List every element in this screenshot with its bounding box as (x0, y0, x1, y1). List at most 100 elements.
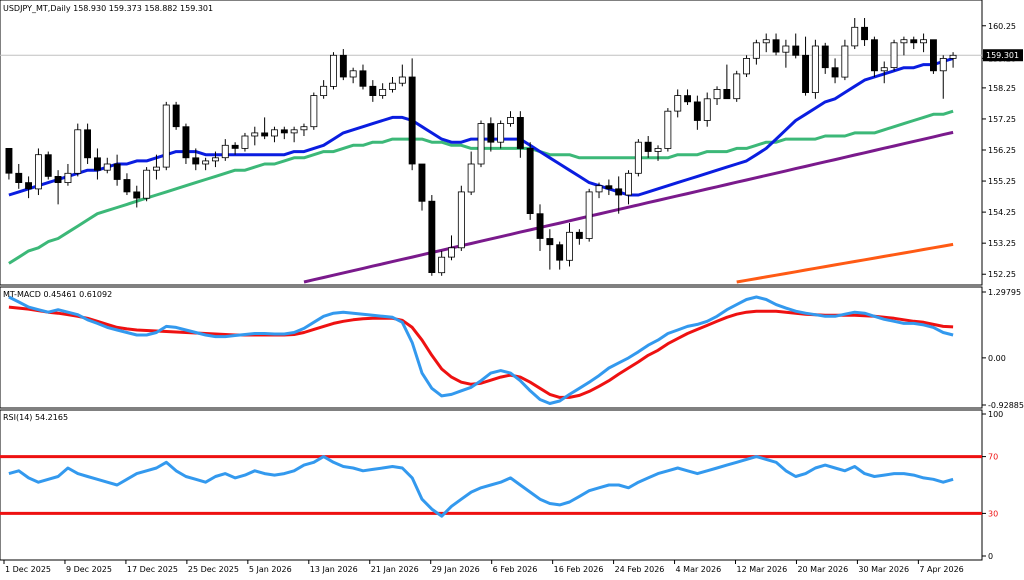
candle-bear (575, 231, 583, 239)
candle-bull (438, 256, 446, 274)
macd-main-line (8, 295, 954, 405)
date-tick-label: 7 Apr 2026 (919, 565, 963, 574)
candle-bull (35, 154, 42, 190)
date-tick-label: 25 Dec 2025 (188, 565, 239, 574)
candle-bull (733, 73, 741, 100)
candle-bull (211, 157, 219, 162)
candle-bear (831, 67, 839, 78)
candle-bear (15, 172, 23, 184)
candle-bull (703, 98, 711, 121)
candle-bull (251, 132, 259, 137)
candle-bull (241, 135, 249, 149)
candle-bull (497, 123, 505, 143)
candle-bear (772, 39, 780, 53)
candle-bear (261, 132, 269, 137)
macd-signal-line (8, 305, 954, 399)
candle-bull (388, 82, 396, 90)
candle-bear (133, 191, 141, 199)
candle-bear (359, 70, 367, 87)
candle-bear (123, 179, 131, 193)
candle-bull (585, 191, 593, 239)
candle-bull (841, 45, 849, 78)
candle-bull (851, 26, 859, 47)
candle-bull (634, 141, 642, 174)
price-tick-label: 157.25 (988, 115, 1016, 124)
candle-bear (605, 185, 613, 190)
macd-panel[interactable] (0, 286, 983, 409)
candle-bull (880, 67, 888, 72)
candle-bull (143, 169, 151, 199)
candle-bear (792, 45, 800, 56)
macd-tick-label: 1.29795 (988, 288, 1021, 297)
candle-bull (329, 54, 337, 87)
candle-bull (457, 191, 465, 249)
rsi-line (8, 455, 954, 518)
price-tick-label: 156.25 (988, 146, 1016, 155)
rsi-tick-label: 30 (988, 509, 998, 518)
candle-bear (821, 45, 829, 69)
candle-bull (654, 147, 662, 152)
macd-tick-label: -0.92885 (988, 401, 1024, 410)
candle-bear (556, 244, 564, 261)
macd-label: MT-MACD 0.45461 0.61092 (3, 290, 112, 299)
candle-bear (172, 104, 180, 128)
rsi-label: RSI(14) 54.2165 (3, 413, 68, 422)
symbol-label: USDJPY_MT,Daily 158.930 159.373 158.882 … (3, 4, 213, 13)
candle-bull (152, 166, 160, 171)
date-tick-label: 16 Feb 2026 (554, 565, 604, 574)
candle-bull (890, 42, 898, 68)
candle-bear (871, 39, 878, 72)
date-tick-label: 21 Jan 2026 (371, 565, 419, 574)
candle-bull (900, 39, 908, 44)
candle-bull (320, 85, 328, 97)
candle-bear (192, 157, 200, 165)
price-tick-label: 154.25 (988, 208, 1016, 217)
candle-bull (507, 117, 514, 125)
candle-bull (477, 123, 485, 165)
candle-bull (811, 45, 819, 93)
date-tick-label: 6 Feb 2026 (493, 565, 538, 574)
date-tick-label: 17 Dec 2025 (127, 565, 178, 574)
candle-bull (379, 89, 387, 97)
candle-bear (516, 117, 524, 149)
candle-bear (369, 85, 377, 97)
ma-slow-line (303, 130, 954, 284)
candle-bull (310, 95, 318, 128)
rsi-tick-label: 70 (988, 453, 998, 462)
current-price-box (983, 49, 1023, 62)
candle-bear (684, 95, 691, 103)
candle-bear (231, 144, 239, 149)
candle-bull (103, 163, 111, 171)
candle-bear (644, 141, 652, 152)
date-tick-label: 1 Dec 2025 (5, 565, 51, 574)
candle-bear (546, 238, 554, 246)
date-tick-label: 9 Dec 2025 (66, 565, 112, 574)
date-tick-label: 12 Mar 2026 (737, 565, 788, 574)
candle-bear (54, 175, 62, 183)
date-tick-label: 24 Feb 2026 (615, 565, 665, 574)
candle-bear (930, 39, 937, 72)
candle-bear (615, 188, 623, 196)
candle-bear (84, 129, 91, 159)
date-tick-label: 4 Mar 2026 (676, 565, 722, 574)
price-tick-label: 153.25 (988, 239, 1016, 248)
candle-bear (339, 54, 347, 78)
candle-bear (428, 200, 436, 273)
candle-bear (182, 126, 190, 159)
candle-bull (664, 110, 672, 149)
candle-bull (467, 163, 475, 193)
date-tick-label: 20 Mar 2026 (797, 565, 848, 574)
candle-bull (782, 45, 790, 53)
candle-bull (162, 104, 170, 168)
candle-bear (408, 76, 416, 165)
ma-long-line (736, 242, 954, 284)
candle-bear (723, 89, 731, 100)
price-tick-label: 155.25 (988, 177, 1016, 186)
candle-bull (762, 39, 770, 44)
candle-bear (113, 163, 121, 180)
candle-bear (802, 54, 809, 93)
date-tick-label: 13 Jan 2026 (310, 565, 358, 574)
candle-bear (280, 129, 288, 134)
